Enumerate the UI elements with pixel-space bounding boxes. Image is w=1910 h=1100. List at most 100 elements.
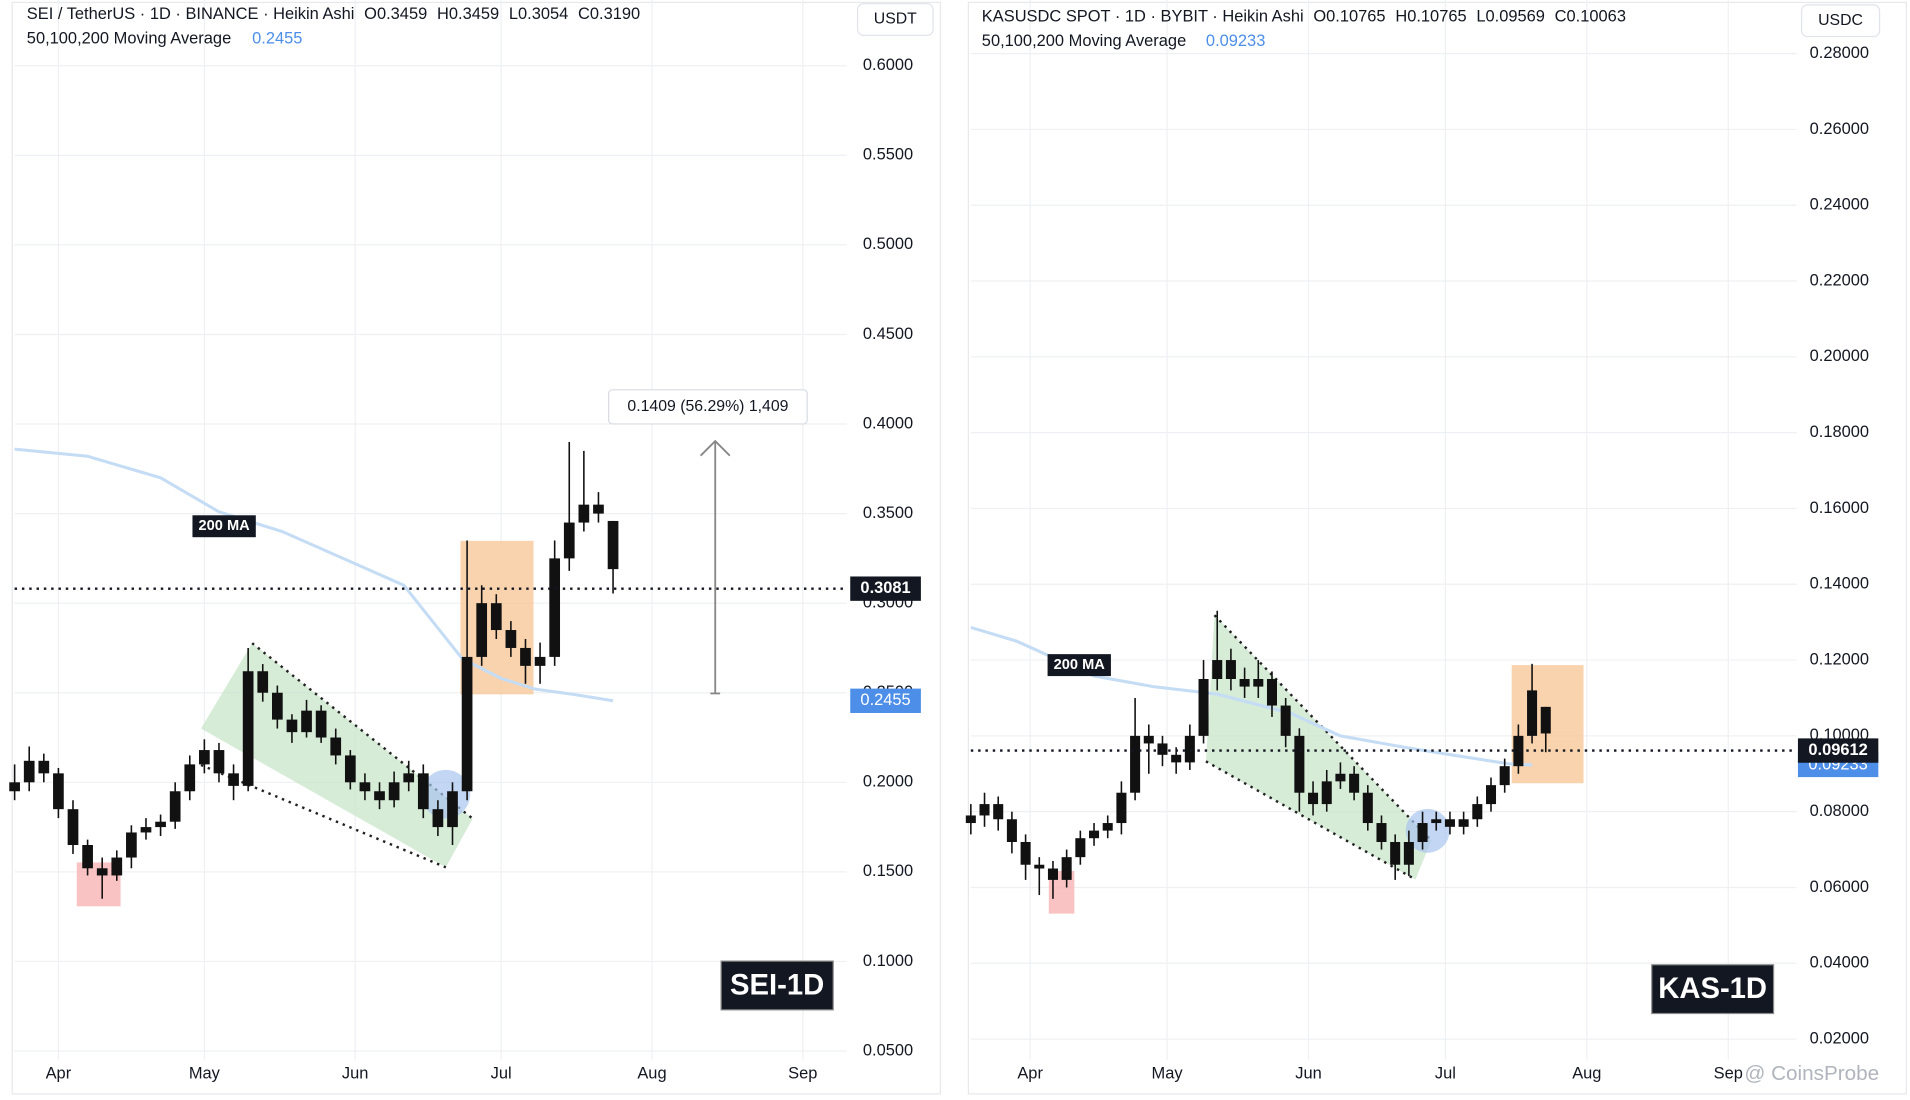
candle-body xyxy=(1171,754,1182,763)
ma-tag: 200 MA xyxy=(199,518,251,534)
candle-body xyxy=(1376,823,1387,842)
candle-body xyxy=(1047,868,1058,880)
candle-body xyxy=(1472,804,1483,820)
y-tick-label: 0.24000 xyxy=(1810,196,1869,214)
y-tick-label: 0.5500 xyxy=(863,146,913,164)
y-tick-label: 0.4000 xyxy=(863,414,913,432)
candle-body xyxy=(38,760,50,774)
candle-body xyxy=(1513,735,1524,767)
candle-body xyxy=(140,827,152,833)
candle-body xyxy=(1431,819,1442,824)
indicator-value: 0.2455 xyxy=(252,29,302,47)
x-tick-label: Sep xyxy=(788,1065,817,1083)
ohlc-readout: O0.10765 xyxy=(1313,7,1385,25)
channel-line xyxy=(1213,614,1433,842)
candle-body xyxy=(1116,792,1127,824)
candle-body xyxy=(9,782,20,792)
candle-body xyxy=(1280,705,1291,736)
candle-body xyxy=(1266,679,1278,706)
ma-price-label: 0.2455 xyxy=(860,691,910,709)
x-tick-label: Sep xyxy=(1714,1065,1743,1083)
candle-body xyxy=(476,603,488,657)
watermark: @ CoinsProbe xyxy=(1744,1062,1879,1085)
candle-body xyxy=(1020,841,1031,865)
candle-body xyxy=(417,773,429,810)
x-tick-label: Aug xyxy=(1572,1065,1601,1083)
candle-body xyxy=(1335,773,1346,782)
candle-body xyxy=(1321,781,1332,805)
candle-body xyxy=(53,773,64,810)
candle-body xyxy=(432,809,444,828)
ohlc-readout: L0.3054 xyxy=(509,5,568,23)
candle-body xyxy=(315,710,327,738)
x-tick-label: Jun xyxy=(342,1065,369,1083)
candle-body xyxy=(228,773,239,786)
candle-body xyxy=(1034,864,1045,869)
candle-body xyxy=(184,764,196,792)
y-tick-label: 0.14000 xyxy=(1810,575,1869,593)
chart-label: SEI-1D xyxy=(730,969,824,1001)
y-tick-label: 0.04000 xyxy=(1810,954,1869,972)
candle-body xyxy=(1061,857,1072,880)
measure-arrowhead xyxy=(699,439,731,457)
x-tick-label: Apr xyxy=(1017,1065,1043,1083)
y-tick-label: 0.12000 xyxy=(1810,650,1869,668)
retest-circle xyxy=(421,769,471,819)
ma-tag-box xyxy=(1047,654,1111,677)
candle-body xyxy=(593,504,604,514)
indicator-name: 50,100,200 Moving Average xyxy=(982,32,1186,50)
candle-body xyxy=(578,504,590,523)
candle-body xyxy=(1143,735,1154,744)
symbol-title: SEI / TetherUS · 1D · BINANCE · Heikin A… xyxy=(27,5,355,23)
x-tick-label: May xyxy=(1152,1065,1184,1083)
x-tick-label: Jun xyxy=(1295,1065,1322,1083)
ohlc-readout: H0.3459 xyxy=(437,5,499,23)
y-tick-label: 0.4500 xyxy=(863,325,913,343)
y-tick-label: 0.16000 xyxy=(1810,499,1869,517)
chart-label-box xyxy=(1651,964,1775,1015)
candle-body xyxy=(1184,735,1195,763)
x-tick-label: May xyxy=(189,1065,221,1083)
ohlc-readout: C0.10063 xyxy=(1555,7,1626,25)
panel-frame xyxy=(967,1,1907,1095)
currency-label[interactable]: USDC xyxy=(1818,12,1863,29)
candle-body xyxy=(1225,660,1236,680)
indicator-value: 0.09233 xyxy=(1206,32,1265,50)
candle-body xyxy=(1540,706,1551,734)
currency-button[interactable] xyxy=(856,3,934,36)
candle-body xyxy=(155,821,166,828)
currency-button[interactable] xyxy=(1800,4,1881,38)
candle-body xyxy=(111,857,123,876)
currency-label[interactable]: USDT xyxy=(874,11,917,28)
candle-body xyxy=(169,791,181,822)
candle-body xyxy=(979,804,990,816)
candle-body xyxy=(1102,823,1113,831)
candle-body xyxy=(1390,841,1401,865)
candle-body xyxy=(1499,766,1510,786)
candle-body xyxy=(607,520,619,570)
y-tick-label: 0.2000 xyxy=(863,773,913,791)
y-tick-label: 0.0500 xyxy=(863,1041,913,1059)
y-tick-label: 0.02000 xyxy=(1810,1029,1869,1047)
candle-body xyxy=(96,868,108,876)
candle-body xyxy=(82,844,93,869)
candle-body xyxy=(1458,819,1469,827)
candle-body xyxy=(1444,819,1455,827)
candle-body xyxy=(563,522,575,559)
candle-body xyxy=(965,815,976,824)
ohlc-readout: L0.09569 xyxy=(1476,7,1545,25)
last-price-label: 0.3081 xyxy=(860,579,910,597)
ma-price-box xyxy=(850,688,921,713)
ohlc-readout: O0.3459 xyxy=(364,5,427,23)
candle-body xyxy=(1198,679,1209,736)
candle-body xyxy=(993,804,1004,820)
x-tick-label: Jul xyxy=(491,1065,512,1083)
last-price-box xyxy=(850,576,921,601)
candle-body xyxy=(1075,838,1086,858)
candle-body xyxy=(1308,792,1319,805)
candle-body xyxy=(388,782,400,801)
candle-body xyxy=(1157,743,1168,755)
candle-body xyxy=(359,782,371,792)
